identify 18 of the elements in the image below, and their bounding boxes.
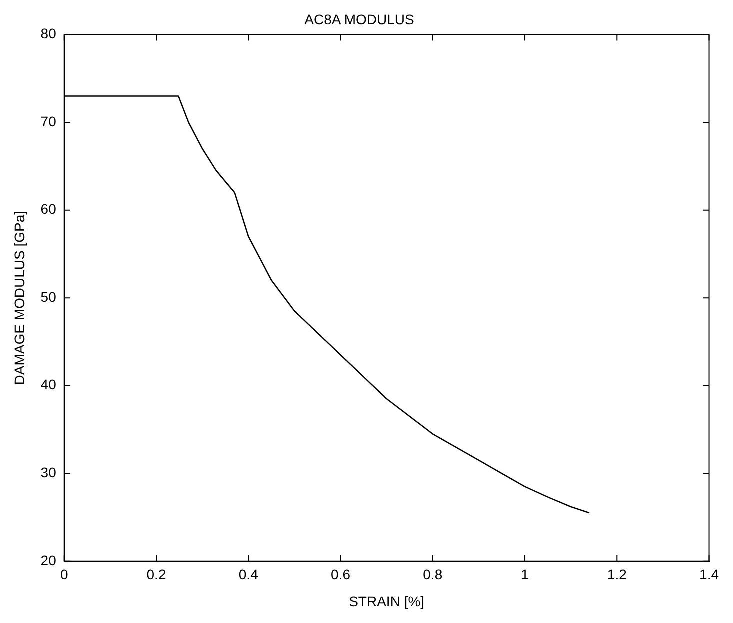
y-tick-label: 30 — [40, 464, 57, 480]
x-tick-label: 1 — [521, 566, 530, 583]
x-tick-label: 0 — [60, 566, 68, 583]
y-tick-label: 20 — [40, 552, 57, 568]
y-tick-label: 60 — [40, 201, 57, 218]
x-axis-title: STRAIN [%] — [349, 593, 425, 610]
y-tick-label: 50 — [40, 288, 57, 305]
x-tick-label: 0.4 — [238, 566, 259, 583]
y-axis-title: DAMAGE MODULUS [GPa] — [11, 210, 28, 386]
x-tick-label: 1.2 — [607, 566, 628, 583]
y-tick-label: 40 — [40, 376, 57, 393]
x-tick-label: 1.4 — [700, 566, 720, 583]
x-tick-label: 0.8 — [423, 566, 443, 583]
y-tick-label: 80 — [40, 26, 57, 42]
x-tick-label: 0.6 — [331, 566, 351, 583]
y-tick-label: 70 — [40, 113, 57, 130]
x-tick-label: 0.2 — [146, 566, 166, 583]
chart-title: AC8A MODULUS — [304, 11, 414, 28]
